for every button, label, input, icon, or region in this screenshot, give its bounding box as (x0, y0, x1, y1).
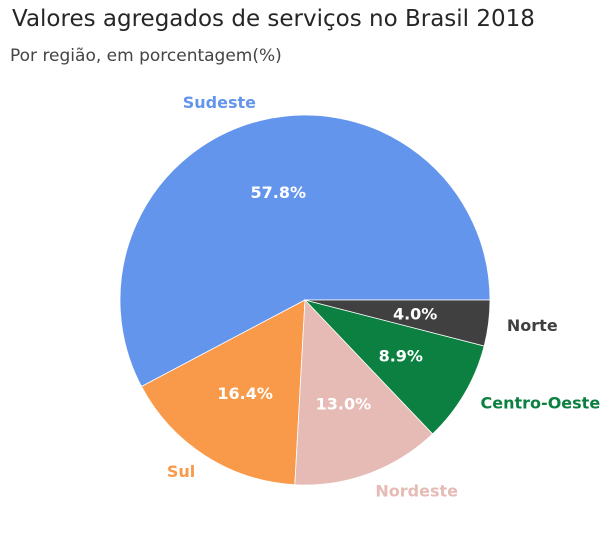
pie-value-label-sudeste: 57.8% (251, 183, 307, 202)
pie-category-label-norte: Norte (507, 316, 558, 335)
pie-slice-nordeste (294, 299, 434, 486)
pie-category-label-sul: Sul (167, 462, 195, 481)
pie-slice-sudeste (119, 114, 491, 388)
pie-category-label-centro-oeste: Centro-Oeste (481, 393, 601, 412)
pie-slice-norte (304, 299, 491, 347)
chart-title: Valores agregados de serviços no Brasil … (12, 6, 535, 32)
chart-subtitle: Por região, em porcentagem(%) (10, 46, 282, 66)
pie-value-label-norte: 4.0% (393, 304, 437, 323)
pie-slice-sul (140, 299, 306, 486)
pie-value-label-nordeste: 13.0% (316, 395, 372, 414)
pie-value-label-centro-oeste: 8.9% (379, 347, 423, 366)
pie-category-label-nordeste: Nordeste (375, 481, 458, 500)
pie-labels: 57.8% Sudeste 16.4% Sul 13.0% Nordeste 8.9% Cen… (167, 93, 600, 500)
pie-slices (119, 114, 491, 486)
pie-value-label-sul: 16.4% (217, 384, 273, 403)
pie-slice-centro-oeste (303, 299, 485, 435)
pie-category-label-sudeste: Sudeste (183, 93, 256, 112)
